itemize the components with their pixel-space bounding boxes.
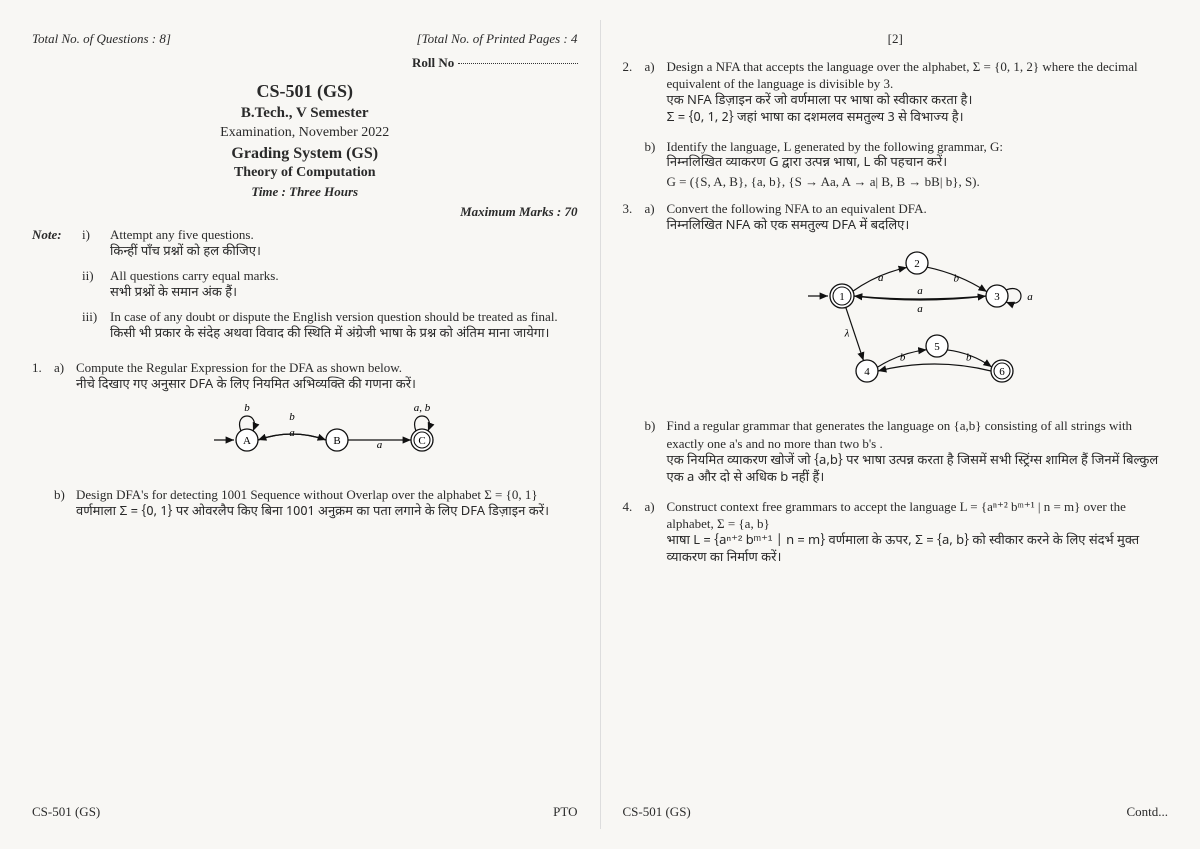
svg-text:1: 1 xyxy=(840,291,846,303)
svg-text:b: b xyxy=(289,411,295,423)
svg-text:5: 5 xyxy=(935,341,941,353)
q-text-en: Design a NFA that accepts the language o… xyxy=(667,58,1169,93)
roll-blank xyxy=(458,63,578,64)
note-list: i) Attempt any five questions. किन्हीं प… xyxy=(82,226,578,349)
q2a: 2. a) Design a NFA that accepts the lang… xyxy=(623,58,1169,128)
note-en: In case of any doubt or dispute the Engl… xyxy=(110,308,558,326)
q-sub: b) xyxy=(645,417,667,487)
svg-text:A: A xyxy=(243,435,251,447)
roll-row: Roll No xyxy=(32,54,578,72)
q-number: 2. xyxy=(623,58,645,128)
q-sub: a) xyxy=(645,58,667,128)
time-line: Time : Three Hours xyxy=(32,183,578,201)
svg-text:a: a xyxy=(918,285,924,297)
q3a: 3. a) Convert the following NFA to an eq… xyxy=(623,200,1169,407)
q2b: b) Identify the language, L generated by… xyxy=(623,138,1169,191)
q-text-en: Convert the following NFA to an equivale… xyxy=(667,200,1169,218)
svg-text:B: B xyxy=(333,435,340,447)
note-num: ii) xyxy=(82,267,110,302)
note-num: i) xyxy=(82,226,110,261)
q-text-hi: नीचे दिखाए गए अनुसार DFA के लिए नियमित अ… xyxy=(76,377,578,395)
svg-text:b: b xyxy=(966,352,972,364)
svg-text:λ: λ xyxy=(844,328,850,340)
exam-line: Examination, November 2022 xyxy=(32,124,578,143)
max-marks: Maximum Marks : 70 xyxy=(32,203,578,221)
svg-text:6: 6 xyxy=(1000,366,1006,378)
q1b: b) Design DFA's for detecting 1001 Seque… xyxy=(32,486,578,521)
svg-text:4: 4 xyxy=(865,366,871,378)
note-en: All questions carry equal marks. xyxy=(110,267,279,285)
svg-text:b: b xyxy=(244,402,250,414)
q-number: 1. xyxy=(32,359,54,476)
note-num: iii) xyxy=(82,308,110,343)
q-text-hi: वर्णमाला Σ = {0, 1} पर ओवरलैप किए बिना 1… xyxy=(76,504,578,522)
dfa-diagram: babaa, bABC xyxy=(76,400,578,470)
total-questions: Total No. of Questions : 8] xyxy=(32,30,171,48)
grammar-def: G = ({S, A, B}, {a, b}, {S → Aa, A → a| … xyxy=(667,173,1169,191)
q1a: 1. a) Compute the Regular Expression for… xyxy=(32,359,578,476)
note-item: ii) All questions carry equal marks. सभी… xyxy=(82,267,578,302)
q-sub: a) xyxy=(645,200,667,407)
nfa-diagram: abaaaλbbb123456 xyxy=(667,241,1169,401)
q-number: 3. xyxy=(623,200,645,407)
svg-text:a: a xyxy=(1028,291,1034,303)
page-1: Total No. of Questions : 8] [Total No. o… xyxy=(10,20,601,829)
q-text-hi: निम्नलिखित व्याकरण G द्वारा उत्पन्न भाषा… xyxy=(667,155,1169,173)
note-hi: किन्हीं पाँच प्रश्नों को हल कीजिए। xyxy=(110,244,261,262)
svg-text:a, b: a, b xyxy=(414,402,431,414)
note-en: Attempt any five questions. xyxy=(110,226,261,244)
q-sub: a) xyxy=(645,498,667,568)
q3b: b) Find a regular grammar that generates… xyxy=(623,417,1169,487)
course-code: CS-501 (GS) xyxy=(32,79,578,103)
footer-code: CS-501 (GS) xyxy=(32,803,100,821)
footer-pto: PTO xyxy=(553,803,577,821)
svg-text:C: C xyxy=(418,435,425,447)
total-pages: [Total No. of Printed Pages : 4 xyxy=(417,30,578,48)
q-text-en: Find a regular grammar that generates th… xyxy=(667,417,1169,452)
q-text-hi: एक नियमित व्याकरण खोजें जो {a,b} पर भाषा… xyxy=(667,453,1169,488)
degree-sem: B.Tech., V Semester xyxy=(32,103,578,123)
q4a: 4. a) Construct context free grammars to… xyxy=(623,498,1169,568)
header-row: Total No. of Questions : 8] [Total No. o… xyxy=(32,30,578,48)
q-text-en: Identify the language, L generated by th… xyxy=(667,138,1169,156)
q-text-hi: भाषा L = {aⁿ⁺² bᵐ⁺¹ | n = m} वर्णमाला के… xyxy=(667,533,1169,568)
q-text-hi: निम्नलिखित NFA को एक समतुल्य DFA में बदल… xyxy=(667,218,1169,236)
footer: CS-501 (GS) PTO xyxy=(32,803,578,821)
footer-code: CS-501 (GS) xyxy=(623,803,691,821)
svg-text:b: b xyxy=(900,352,906,364)
q-sub: a) xyxy=(54,359,76,476)
q-sub: b) xyxy=(645,138,667,191)
svg-text:a: a xyxy=(918,303,924,315)
note-item: iii) In case of any doubt or dispute the… xyxy=(82,308,578,343)
svg-text:a: a xyxy=(289,427,295,439)
svg-text:b: b xyxy=(954,273,960,285)
svg-text:a: a xyxy=(878,273,884,285)
scheme-line: Grading System (GS) xyxy=(32,143,578,165)
q-number: 4. xyxy=(623,498,645,568)
q-text-en: Compute the Regular Expression for the D… xyxy=(76,359,578,377)
subject-line: Theory of Computation xyxy=(32,164,578,183)
footer: CS-501 (GS) Contd... xyxy=(623,803,1169,821)
roll-label: Roll No xyxy=(412,55,454,70)
page-2: [2] 2. a) Design a NFA that accepts the … xyxy=(601,20,1191,829)
svg-text:3: 3 xyxy=(995,291,1001,303)
svg-text:a: a xyxy=(377,439,383,451)
note-block: Note: i) Attempt any five questions. किन… xyxy=(32,226,578,349)
note-label: Note: xyxy=(32,226,82,349)
q-text-hi: एक NFA डिज़ाइन करें जो वर्णमाला पर भाषा … xyxy=(667,93,1169,111)
note-hi: किसी भी प्रकार के संदेह अथवा विवाद की स्… xyxy=(110,326,558,344)
note-item: i) Attempt any five questions. किन्हीं प… xyxy=(82,226,578,261)
footer-contd: Contd... xyxy=(1126,803,1168,821)
q-text-hi2: Σ = {0, 1, 2} जहां भाषा का दशमलव समतुल्य… xyxy=(667,110,1169,128)
note-hi: सभी प्रश्नों के समान अंक हैं। xyxy=(110,285,279,303)
svg-text:2: 2 xyxy=(915,258,921,270)
q-sub: b) xyxy=(54,486,76,521)
q-text-en: Design DFA's for detecting 1001 Sequence… xyxy=(76,486,578,504)
page-number: [2] xyxy=(623,30,1169,48)
q-text-en: Construct context free grammars to accep… xyxy=(667,498,1169,533)
